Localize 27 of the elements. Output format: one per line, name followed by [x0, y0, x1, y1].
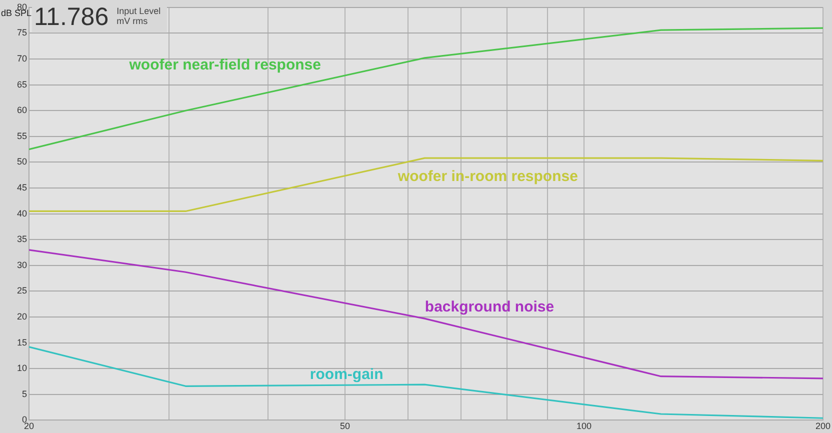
annotation: mV rms [116, 16, 149, 26]
series-label: background noise [424, 298, 554, 316]
y-tick-label: 30 [16, 260, 27, 270]
y-tick-label: 20 [16, 311, 27, 322]
x-tick-label: 50 [340, 421, 350, 432]
y-tick-label: 10 [16, 363, 27, 374]
y-tick-label: 15 [16, 337, 27, 348]
series-label: room-gain [310, 366, 384, 383]
y-tick-label: 35 [16, 234, 27, 244]
series-label: woofer in-room response [396, 168, 578, 185]
y-tick-label: 25 [16, 286, 27, 296]
x-tick-label: 200 [815, 421, 831, 432]
y-tick-label: 75 [16, 28, 27, 38]
y-tick-label: 50 [16, 156, 27, 167]
annotation: 11.786 [34, 3, 109, 31]
y-tick-label: 60 [16, 105, 27, 116]
y-axis-title: dB SPL [1, 8, 32, 18]
series-label: woofer near-field response [128, 56, 321, 74]
annotation: Input Level [116, 6, 161, 16]
y-tick-label: 45 [16, 182, 27, 192]
y-tick-label: 55 [16, 130, 27, 141]
y-tick-label: 40 [16, 208, 27, 218]
x-tick-label: 100 [576, 421, 592, 432]
y-tick-label: 70 [16, 53, 27, 64]
y-tick-label: 0 [22, 414, 27, 425]
y-tick-label: 65 [16, 79, 27, 90]
y-tick-label: 5 [22, 388, 27, 399]
